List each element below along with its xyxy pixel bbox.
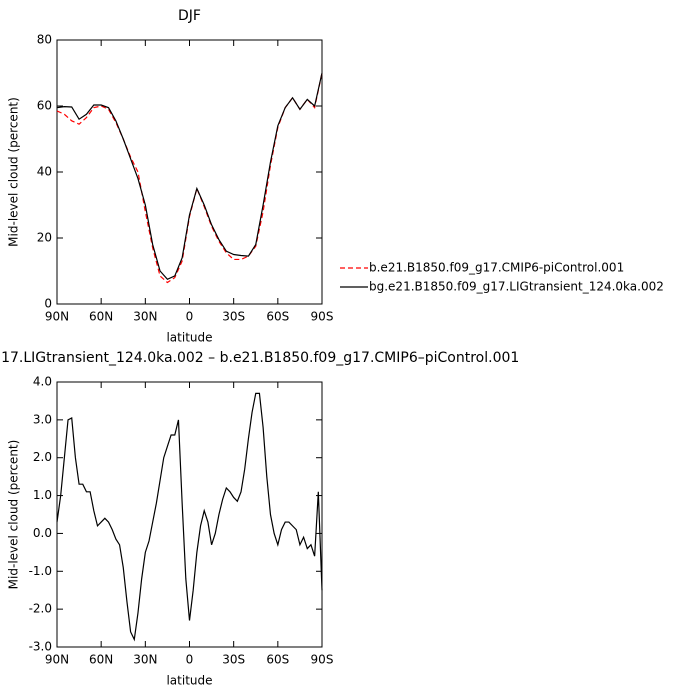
y-tick-label: 40	[37, 165, 52, 179]
x-tick-label: 60N	[89, 653, 113, 667]
y-tick-label: 1.0	[33, 488, 52, 502]
x-axis-label: latitude	[166, 674, 212, 688]
y-tick-label: 0.0	[33, 526, 52, 540]
y-tick-label: -1.0	[29, 564, 52, 578]
x-tick-label: 0	[186, 310, 194, 324]
x-tick-label: 30S	[222, 653, 245, 667]
y-tick-label: 0	[44, 297, 52, 311]
data-line	[56, 392, 323, 642]
x-tick-label: 0	[186, 653, 194, 667]
x-tick-label: 30N	[133, 653, 157, 667]
y-tick-label: 60	[37, 99, 52, 113]
y-tick-label: -2.0	[29, 602, 52, 616]
chart-title: DJF	[178, 8, 201, 24]
x-tick-label: 90S	[311, 653, 334, 667]
legend-label: b.e21.B1850.f09_g17.CMIP6-piControl.001	[369, 261, 624, 275]
y-tick-label: 4.0	[33, 375, 52, 389]
x-tick-label: 30S	[222, 310, 245, 324]
x-axis-label: latitude	[166, 331, 212, 345]
plot-frame	[56, 381, 323, 648]
x-tick-label: 30N	[133, 310, 157, 324]
x-tick-label: 90N	[45, 653, 69, 667]
y-tick-label: -3.0	[29, 640, 52, 654]
y-tick-label: 2.0	[33, 450, 52, 464]
x-tick-label: 60S	[266, 310, 289, 324]
chart-title: bg.e21.B1850.f09_g17.LIGtransient_124.0k…	[0, 350, 519, 366]
legend-label: bg.e21.B1850.f09_g17.LIGtransient_124.0k…	[369, 280, 664, 294]
x-tick-label: 90N	[45, 310, 69, 324]
y-axis-label: Mid-level cloud (percent)	[7, 97, 21, 247]
x-tick-label: 90S	[311, 310, 334, 324]
plot-frame	[56, 39, 323, 305]
x-tick-label: 60N	[89, 310, 113, 324]
data-line	[56, 72, 323, 280]
y-tick-label: 3.0	[33, 412, 52, 426]
y-tick-label: 20	[37, 231, 52, 245]
y-tick-label: 80	[37, 33, 52, 47]
y-axis-label: Mid-level cloud (percent)	[7, 440, 21, 590]
x-tick-label: 60S	[266, 653, 289, 667]
